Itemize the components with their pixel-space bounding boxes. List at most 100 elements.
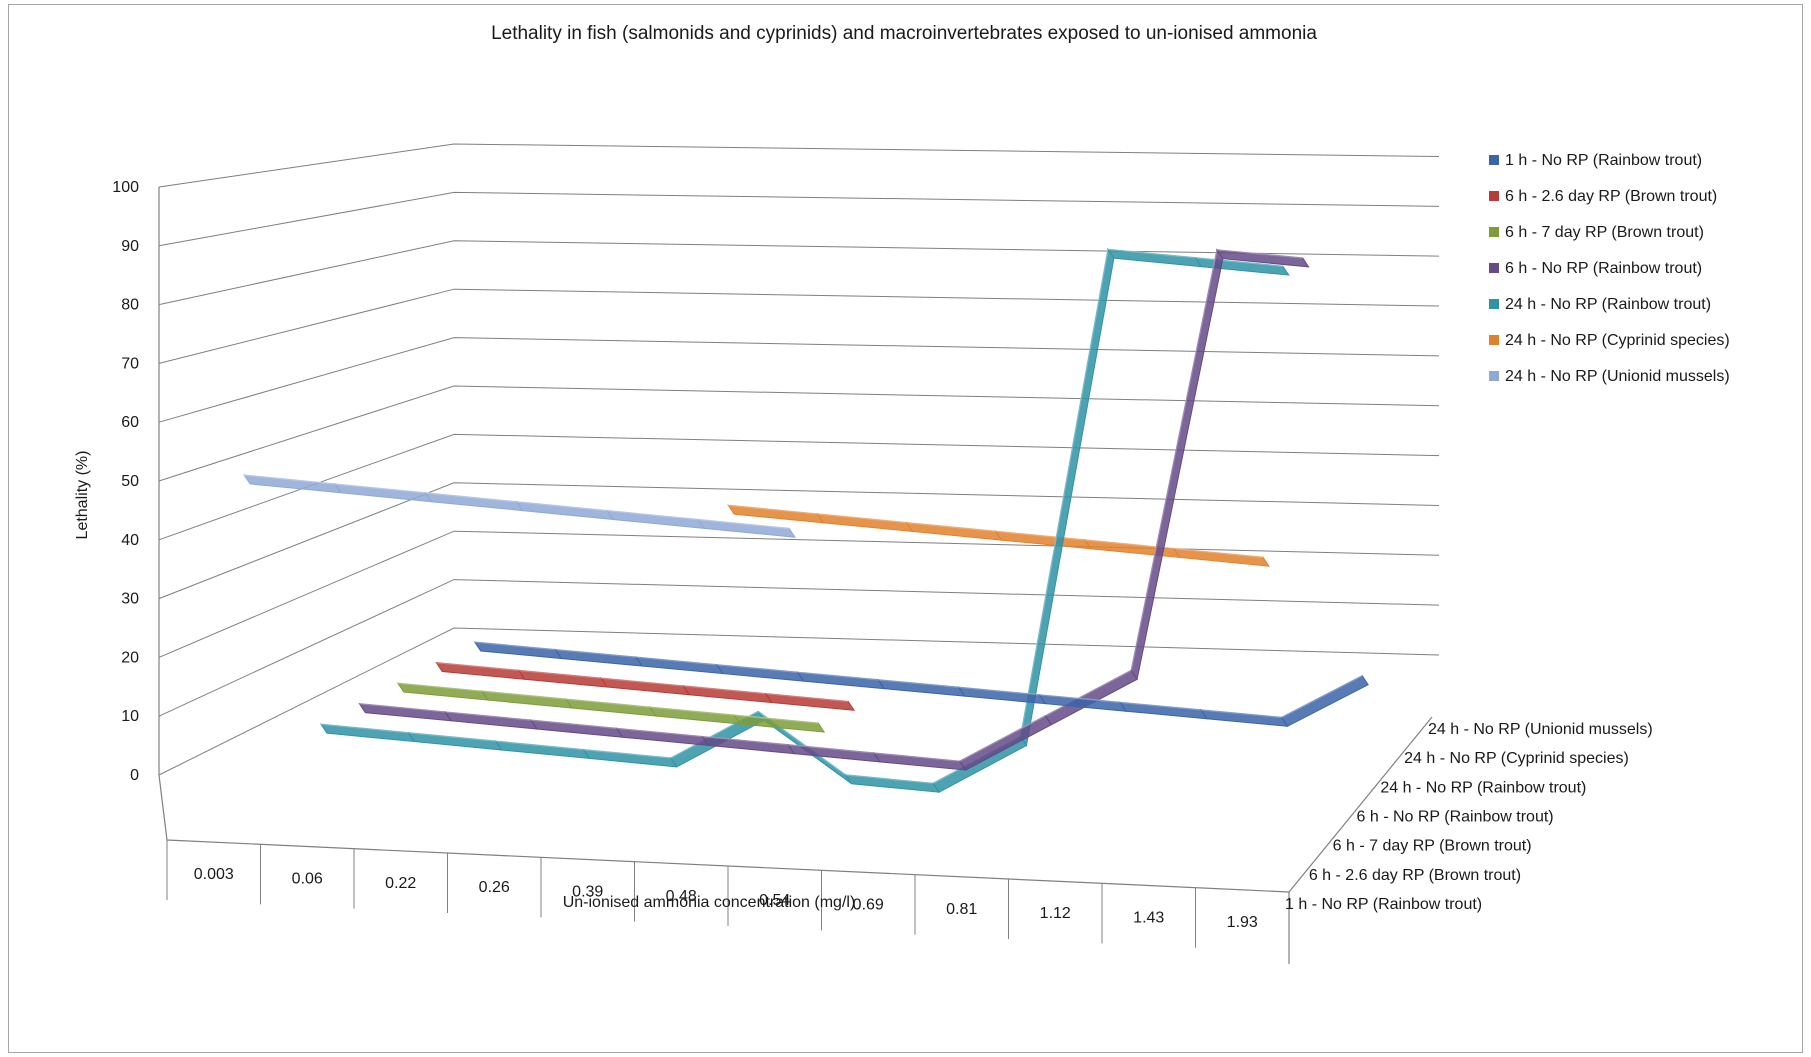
y-tick-label: 50 [121,473,139,490]
series-highlight [1039,693,1121,703]
series-highlight [565,698,651,708]
y-tick-label: 100 [112,179,139,196]
series-segment [648,706,742,725]
gridline-100 [158,143,1440,188]
legend-item: 6 h - No RP (Rainbow trout) [1489,260,1702,277]
gridline-0 [158,627,1440,776]
series-highlight [555,648,637,658]
depth-tick-label: 24 h - No RP (Cyprinid species) [1404,750,1629,767]
gridline-50 [158,385,1440,482]
depth-tick-label: 1 h - No RP (Rainbow trout) [1285,896,1482,913]
series-highlight [765,692,849,703]
series-highlight [516,500,608,512]
series-highlight [334,483,426,494]
legend-label: 6 h - 7 day RP (Brown trout) [1505,224,1704,241]
series-highlight [1200,709,1282,719]
series-segment [407,731,503,751]
chart-title: Lethality in fish (salmonids and cyprini… [491,23,1317,44]
gridline-30 [158,482,1440,600]
series-segment [701,735,796,755]
series-segment [994,530,1092,550]
series-highlight [1120,701,1201,711]
series-segment [635,656,724,675]
gridlines [158,143,1440,776]
series-segment [529,719,624,738]
legend-swatch [1489,371,1499,381]
series-segment [435,661,526,680]
series-segment [1199,709,1289,727]
x-tick-label: 0.54 [759,892,790,909]
series-segment [905,521,1003,541]
legend-label: 24 h - No RP (Unionid mussels) [1505,368,1730,385]
gridline-60 [158,337,1440,423]
x-tick-label: 0.39 [572,884,603,901]
gridline-40 [158,433,1440,541]
series-highlight [425,491,517,503]
series-highlight [397,682,482,692]
series-segment [1172,547,1270,567]
gridline-20 [158,530,1440,658]
series-highlight [995,530,1085,541]
chart-frame: Lethality in fish (salmonids and cyprini… [8,4,1803,1053]
series-segment [958,715,1053,771]
series-highlight [959,715,1046,762]
legend-label: 24 h - No RP (Rainbow trout) [1505,296,1711,313]
series-segment [1119,701,1208,720]
y-tick-label: 80 [121,297,139,314]
axes [158,187,1433,964]
depth-tick-label: 24 h - No RP (Rainbow trout) [1380,779,1586,796]
series-highlight [474,641,556,651]
series-highlight [436,661,519,672]
series-6 [243,474,796,538]
series-highlight [320,723,409,734]
series-segment [727,504,825,524]
depth-axis-line [1288,716,1433,893]
series-segment [872,752,967,771]
series-highlight [445,711,531,721]
series-segment [517,669,608,688]
legend-label: 6 h - 2.6 day RP (Brown trout) [1505,188,1717,205]
x-tick-label: 0.003 [194,866,234,883]
series-segment [424,492,524,512]
series-5 [727,504,1270,567]
y-tick-label: 90 [121,238,139,255]
series-highlight [845,774,934,784]
series-segment [599,677,691,696]
y-tick-label: 30 [121,591,139,608]
legend: 1 h - No RP (Rainbow trout) 6 h - 2.6 day… [1489,152,1730,385]
series-highlight [635,656,717,666]
series-segment [844,774,941,793]
series-highlight [600,677,684,687]
series-highlight [1107,248,1196,259]
depth-tick-label: 6 h - 2.6 day RP (Brown trout) [1309,867,1521,884]
series-highlight [583,748,671,759]
series-highlight [1019,249,1109,737]
legend-swatch [1489,155,1499,165]
legend-item: 1 h - No RP (Rainbow trout) [1489,152,1702,169]
series-highlight [728,504,818,515]
legend-label: 24 h - No RP (Cyprinid species) [1505,332,1730,349]
x-tick-label: 0.48 [666,888,697,905]
series-segment [816,513,914,533]
series-highlight [481,690,567,700]
gridline-90 [158,191,1440,247]
series-segment [358,703,453,722]
legend-swatch [1489,299,1499,309]
series-segment [1215,249,1310,268]
x-tick-labels: 0.003 0.06 0.22 0.26 0.39 0.48 0.54 0.69 0.81 1.1… [194,866,1258,931]
series-highlight [1216,248,1303,259]
series-highlight [495,740,584,751]
series-segment [444,711,538,730]
series-highlight [1281,674,1363,718]
x-axis-title: Un-ionised ammonia concentration (mg/l) [563,894,856,911]
series-layer [243,247,1369,793]
series-highlight [817,513,907,524]
series-segment [764,692,856,711]
series-highlight [702,735,789,746]
series-segment [682,685,773,704]
gridline-10 [158,579,1440,717]
series-segment [494,740,591,760]
series-highlight [243,474,335,485]
series-highlight [408,731,496,742]
legend-swatch [1489,191,1499,201]
